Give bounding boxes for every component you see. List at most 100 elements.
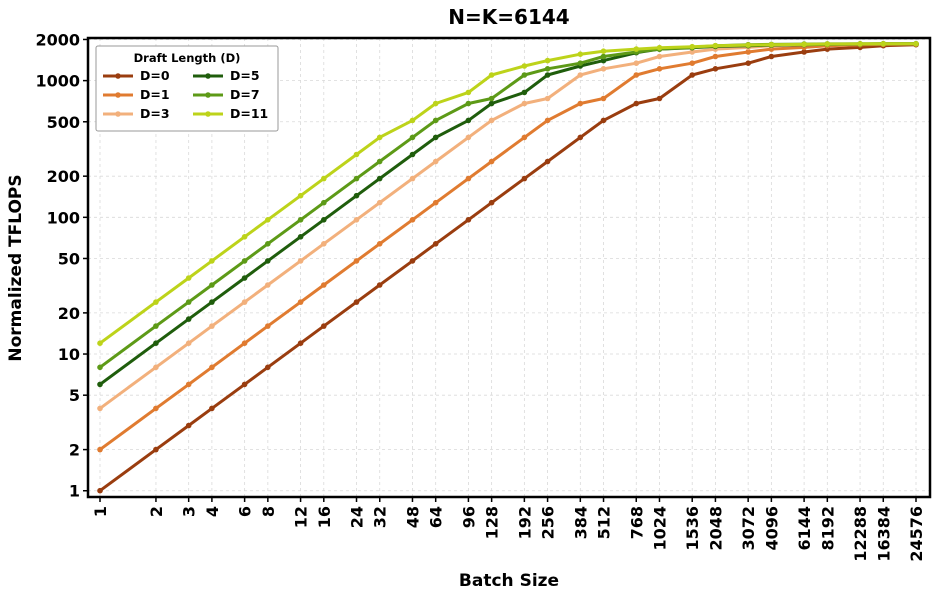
data-point: [521, 175, 528, 182]
data-point: [432, 134, 439, 141]
legend-item: D=1: [103, 87, 170, 102]
x-tick-label: 16384: [874, 506, 893, 562]
data-point: [353, 299, 360, 305]
data-point: [321, 323, 327, 329]
data-point: [376, 175, 383, 182]
data-point: [577, 51, 584, 57]
legend-marker: [115, 73, 121, 79]
data-point: [97, 446, 103, 453]
data-point: [265, 364, 271, 371]
x-tick-label: 128: [483, 506, 502, 539]
x-tick-label: 3: [180, 506, 199, 517]
data-point: [521, 89, 528, 96]
x-tick-label: 4096: [762, 506, 781, 551]
legend-item: D=3: [103, 106, 170, 121]
data-point: [409, 258, 416, 264]
data-point: [880, 41, 887, 47]
data-point: [353, 217, 360, 223]
y-axis-label: Normalized TFLOPS: [6, 174, 26, 361]
data-point: [689, 72, 695, 78]
data-point: [801, 41, 807, 48]
data-point: [544, 117, 551, 124]
data-point: [689, 60, 695, 66]
y-tick-label: 2000: [35, 30, 80, 49]
y-tick-label: 10: [58, 345, 80, 364]
data-point: [712, 66, 719, 72]
y-tick-label: 2: [69, 441, 80, 460]
y-tick-label: 100: [47, 208, 80, 227]
series-layer: [97, 41, 919, 494]
x-tick-label: 6144: [795, 506, 814, 551]
y-tick-label: 500: [47, 113, 80, 132]
legend-label: D=0: [140, 68, 170, 83]
data-point: [376, 158, 383, 165]
data-point: [600, 117, 607, 124]
data-point: [432, 100, 439, 107]
x-tick-label: 32: [371, 506, 390, 528]
data-point: [432, 199, 439, 206]
data-point: [488, 100, 495, 107]
data-point: [465, 117, 472, 124]
data-point: [600, 66, 607, 72]
data-point: [153, 323, 159, 329]
x-tick-label: 1: [91, 506, 110, 517]
data-point: [857, 41, 863, 47]
data-point: [633, 46, 640, 52]
data-point: [297, 340, 304, 347]
data-point: [712, 42, 719, 49]
data-point: [297, 217, 304, 223]
data-point: [577, 134, 584, 141]
data-point: [376, 134, 383, 141]
x-tick-label: 512: [595, 506, 614, 539]
data-point: [153, 364, 159, 371]
data-point: [97, 405, 103, 412]
legend-label: D=11: [230, 106, 268, 121]
data-point: [321, 282, 327, 288]
data-point: [521, 134, 528, 141]
chart-title: N=K=6144: [448, 5, 569, 29]
data-point: [544, 66, 551, 72]
data-point: [353, 151, 360, 158]
data-point: [97, 364, 103, 371]
x-tick-label: 2: [147, 506, 166, 517]
legend-label: D=1: [140, 87, 170, 102]
data-point: [376, 282, 383, 288]
y-tick-label: 50: [58, 249, 80, 268]
data-point: [521, 100, 528, 107]
legend-label: D=7: [230, 87, 260, 102]
legend-box: [95, 45, 279, 132]
x-tick-label: 12288: [851, 506, 870, 562]
data-point: [353, 258, 360, 264]
legend-item: D=0: [103, 68, 170, 83]
data-point: [97, 487, 103, 494]
data-point: [185, 340, 192, 347]
data-point: [768, 53, 775, 60]
data-point: [633, 100, 640, 107]
data-point: [185, 422, 192, 429]
data-point: [577, 100, 584, 107]
x-tick-label: 6: [236, 506, 255, 517]
data-point: [768, 41, 775, 48]
data-point: [488, 158, 495, 165]
data-point: [185, 299, 192, 305]
data-point: [432, 117, 439, 124]
data-point: [656, 44, 663, 51]
data-point: [745, 49, 751, 55]
data-point: [600, 48, 607, 54]
x-axis-label: Batch Size: [459, 571, 559, 591]
data-point: [544, 72, 551, 78]
x-tick-label: 48: [403, 506, 422, 528]
data-point: [577, 72, 584, 78]
series-d-1: [97, 41, 919, 453]
data-point: [353, 192, 360, 199]
data-point: [209, 323, 215, 329]
legend-label: D=3: [140, 106, 170, 121]
data-point: [241, 275, 248, 281]
data-point: [97, 381, 103, 388]
x-tick-label: 3072: [739, 506, 758, 551]
data-point: [824, 41, 831, 47]
data-point: [353, 175, 360, 182]
x-tick-label: 384: [571, 506, 590, 539]
data-point: [488, 199, 495, 206]
